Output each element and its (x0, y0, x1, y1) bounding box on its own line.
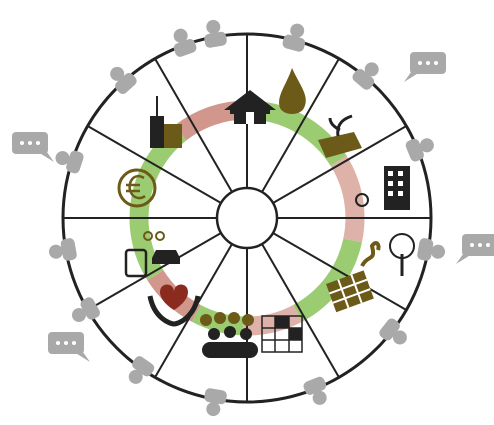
hub (217, 188, 277, 248)
cell (289, 328, 302, 340)
person (416, 237, 446, 263)
plant (330, 116, 352, 136)
person-body (204, 387, 228, 405)
lizard (362, 243, 379, 266)
cell (275, 316, 289, 328)
bubble-dot (64, 341, 68, 345)
person (52, 145, 84, 174)
bubble-dot (56, 341, 60, 345)
tree-icon (362, 234, 414, 276)
person (104, 61, 138, 96)
person-body (416, 237, 434, 261)
bubble-dot (434, 61, 438, 65)
bubble-dot (426, 61, 430, 65)
person-body (204, 31, 228, 49)
building (384, 166, 410, 210)
person (201, 387, 227, 417)
bubble-dot (478, 243, 482, 247)
person (47, 237, 77, 263)
building-icon (356, 166, 410, 210)
bubble-dot (486, 243, 490, 247)
bubble-dot (28, 141, 32, 145)
person (377, 316, 412, 350)
person (168, 25, 198, 58)
person (281, 21, 309, 53)
bubble-dot (418, 61, 422, 65)
person (350, 57, 384, 92)
bubble-dot (20, 141, 24, 145)
bubble-dot (36, 141, 40, 145)
bubble-dot (470, 243, 474, 247)
person (302, 375, 333, 408)
ring-band (339, 161, 355, 241)
water-drop-icon (279, 68, 306, 114)
wheel-diagram (0, 0, 494, 425)
person (404, 133, 437, 164)
city-icon (150, 96, 182, 148)
people-icon (200, 312, 258, 358)
house-door (246, 112, 254, 124)
person (201, 18, 227, 48)
person-body (60, 237, 78, 261)
bubble-dot (72, 341, 76, 345)
